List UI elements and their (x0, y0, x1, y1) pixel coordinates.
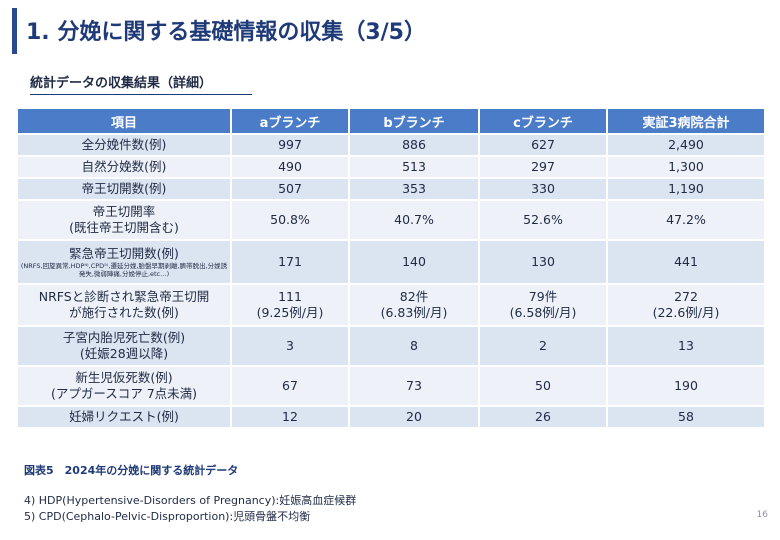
table-row: 自然分娩数(例) 490 513 297 1,300 (16, 155, 766, 179)
row-label-text: 妊婦リクエスト(例) (69, 408, 179, 424)
table-cell: 2 (478, 325, 608, 367)
table-cell: 507 (230, 177, 350, 201)
table-cell: 8 (348, 325, 480, 367)
table-cell: 1,190 (606, 177, 766, 201)
table-cell: 353 (348, 177, 480, 201)
table-cell: 3 (230, 325, 350, 367)
table-cell: 130 (478, 239, 608, 285)
table-cell: 2,490 (606, 133, 766, 157)
row-label: NRFSと診断され緊急帝王切開 が施行された数(例) (16, 283, 232, 327)
page-number: 16 (756, 510, 768, 520)
table-cell: 1,300 (606, 155, 766, 179)
row-label: 新生児仮死数(例) (アプガースコア 7点未満) (16, 365, 232, 407)
row-label-text: NRFSと診断され緊急帝王切開 が施行された数(例) (38, 288, 210, 320)
table-cell: 67 (230, 365, 350, 407)
row-label-text: 帝王切開数(例) (81, 180, 167, 196)
table-row: 新生児仮死数(例) (アプガースコア 7点未満) 67 73 50 190 (16, 365, 766, 407)
header-total: 実証3病院合計 (606, 107, 766, 135)
table-cell: 272 (22.6例/月) (606, 283, 766, 327)
row-label: 妊婦リクエスト(例) (16, 405, 232, 429)
row-label-text: 子宮内胎児死亡数(例) (妊娠28週以降) (62, 329, 186, 361)
row-label-text: 自然分娩数(例) (81, 158, 167, 174)
table-cell: 12 (230, 405, 350, 429)
table-cell: 82件 (6.83例/月) (348, 283, 480, 327)
table-cell: 513 (348, 155, 480, 179)
header-item: 項目 (16, 107, 232, 135)
row-label-text: 帝王切開率 (既往帝王切開含む) (69, 203, 179, 235)
table-cell: 190 (606, 365, 766, 407)
table-cell: 40.7% (348, 199, 480, 241)
table-row: 妊婦リクエスト(例) 12 20 26 58 (16, 405, 766, 429)
table-cell: 171 (230, 239, 350, 285)
table-cell: 26 (478, 405, 608, 429)
table-row: 帝王切開率 (既往帝王切開含む) 50.8% 40.7% 52.6% 47.2% (16, 199, 766, 241)
row-label-text: 新生児仮死数(例) (アプガースコア 7点未満) (50, 369, 198, 401)
table-cell: 50 (478, 365, 608, 407)
row-label: 帝王切開率 (既往帝王切開含む) (16, 199, 232, 241)
footnote-hdp: 4) HDP(Hypertensive-Disorders of Pregnan… (24, 494, 357, 507)
header-branch-c: cブランチ (478, 107, 608, 135)
footnote-cpd: 5) CPD(Cephalo-Pelvic-Disproportion):児頭骨… (24, 510, 311, 523)
table-row: NRFSと診断され緊急帝王切開 が施行された数(例) 111 (9.25例/月) 8… (16, 283, 766, 327)
table-cell: 47.2% (606, 199, 766, 241)
table-header-row: 項目 aブランチ bブランチ cブランチ 実証3病院合計 (16, 107, 766, 135)
table-cell: 490 (230, 155, 350, 179)
table-cell: 441 (606, 239, 766, 285)
section-subtitle: 統計データの収集結果（詳細） (30, 72, 252, 95)
row-label: 帝王切開数(例) (16, 177, 232, 201)
table-cell: 58 (606, 405, 766, 429)
header-branch-b: bブランチ (348, 107, 480, 135)
row-label: 子宮内胎児死亡数(例) (妊娠28週以降) (16, 325, 232, 367)
table-cell: 140 (348, 239, 480, 285)
table-row: 子宮内胎児死亡数(例) (妊娠28週以降) 3 8 2 13 (16, 325, 766, 367)
table-cell: 997 (230, 133, 350, 157)
table-cell: 886 (348, 133, 480, 157)
row-label-text: 全分娩件数(例) (81, 136, 167, 152)
table-row: 緊急帝王切開数(例) (NRFS,回旋異常,HDP⁴⁾,CPD⁵⁾,遷延分娩,胎盤… (16, 239, 766, 285)
table-cell: 13 (606, 325, 766, 367)
table-cell: 79件 (6.58例/月) (478, 283, 608, 327)
table-cell: 111 (9.25例/月) (230, 283, 350, 327)
title-accent-bar (12, 8, 17, 54)
table-row: 帝王切開数(例) 507 353 330 1,190 (16, 177, 766, 201)
table-cell: 73 (348, 365, 480, 407)
table-cell: 330 (478, 177, 608, 201)
row-label: 緊急帝王切開数(例) (NRFS,回旋異常,HDP⁴⁾,CPD⁵⁾,遷延分娩,胎盤… (16, 239, 232, 285)
table-row: 全分娩件数(例) 997 886 627 2,490 (16, 133, 766, 157)
table-cell: 627 (478, 133, 608, 157)
row-label: 全分娩件数(例) (16, 133, 232, 157)
table-cell: 52.6% (478, 199, 608, 241)
row-label-note: (NRFS,回旋異常,HDP⁴⁾,CPD⁵⁾,遷延分娩,胎盤早期剥離,臍帯脱出,… (20, 261, 228, 278)
statistics-table: 項目 aブランチ bブランチ cブランチ 実証3病院合計 全分娩件数(例) 997… (16, 107, 766, 429)
page-title: 1. 分娩に関する基礎情報の収集（3/5） (26, 20, 426, 45)
header-branch-a: aブランチ (230, 107, 350, 135)
table-cell: 297 (478, 155, 608, 179)
figure-caption: 図表5 2024年の分娩に関する統計データ (24, 464, 239, 477)
row-label: 自然分娩数(例) (16, 155, 232, 179)
row-label-text: 緊急帝王切開数(例) (69, 245, 179, 261)
table-cell: 50.8% (230, 199, 350, 241)
table-cell: 20 (348, 405, 480, 429)
